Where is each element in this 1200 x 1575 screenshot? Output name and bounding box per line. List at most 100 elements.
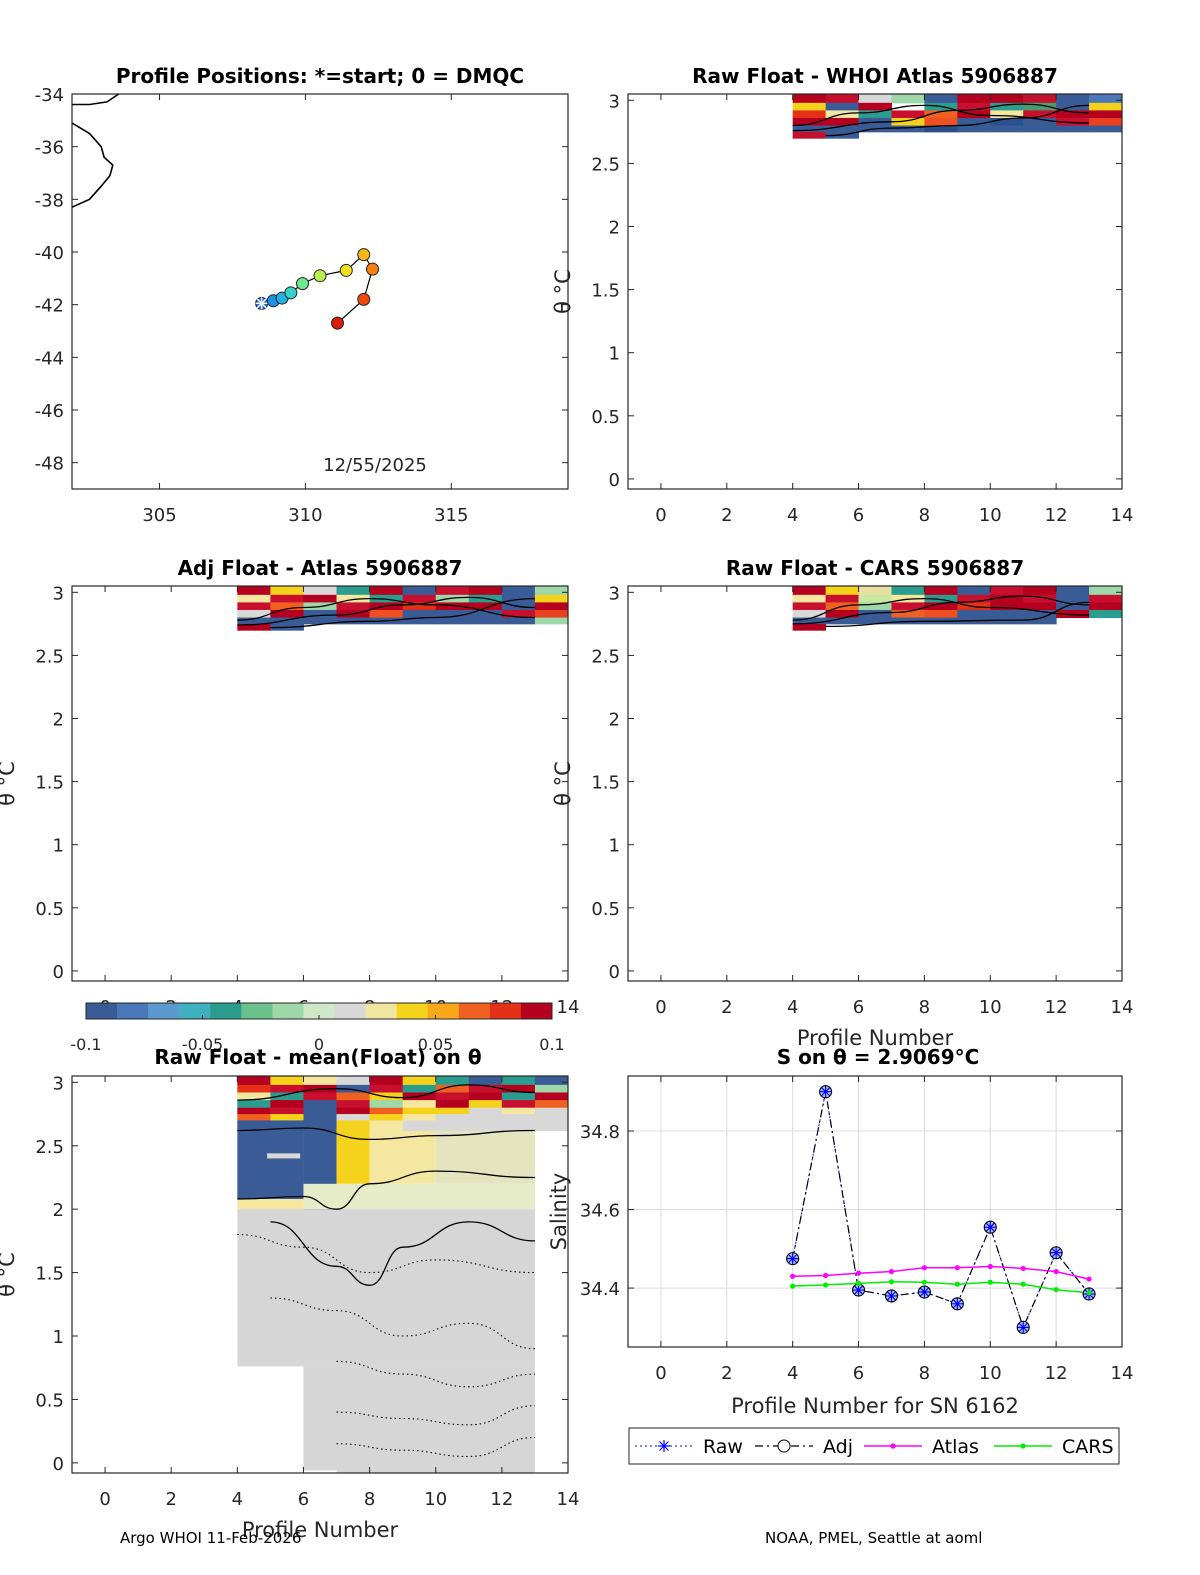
heatmap-cell [792,125,827,133]
y-tick-label: -46 [35,401,64,422]
heatmap-block [237,1199,304,1210]
x-tick-label: 12 [1045,505,1068,526]
contour-line-dotted [237,1233,535,1274]
heatmap-cell [501,1084,536,1093]
heatmap-cell [858,102,892,111]
heatmap-cell [534,602,569,611]
heatmap-block [303,1183,535,1210]
legend-marker-adj [777,1439,791,1453]
y-tick-label: 34.6 [580,1201,620,1222]
colorbar-swatch [272,1003,304,1019]
heatmap-cell [891,602,925,611]
heatmap-cell [237,1100,271,1109]
heatmap-cell [858,609,892,619]
adj-point-circle [819,1085,833,1099]
y-tick-label: 3 [53,1073,64,1094]
y-tick-label: 3 [609,583,620,604]
y-tick-label: -34 [35,85,64,106]
heatmap-cell [435,1120,470,1132]
heatmap-cell [534,609,569,619]
series-point-atlas [823,1272,829,1279]
heatmap-cell [468,1100,503,1109]
colorbar-swatch [210,1003,242,1019]
heatmap-cell [924,609,958,619]
raw-point-star [885,1289,898,1302]
heatmap-cell [435,1084,470,1093]
x-tick-label: 12 [1045,997,1068,1018]
heatmap-cell [924,125,958,133]
heatmap-cell [792,131,827,139]
heatmap-cell [957,94,991,104]
heatmap-cell [336,1092,371,1101]
heatmap-cell [1089,602,1123,611]
x-tick-label: 10 [424,1489,447,1510]
profile-position-point [357,292,371,306]
series-point-cars [855,1280,862,1286]
y-tick-label: -48 [35,454,64,475]
heatmap-cell [369,1100,404,1109]
heatmap-cell [792,594,827,603]
raw-point-star [1050,1246,1063,1259]
legend-label-cars: CARS [1062,1436,1114,1458]
heatmap-cell [1089,594,1123,603]
x-tick-label: 10 [979,1363,1002,1384]
heatmap-cell [435,1114,470,1121]
heatmap-cell [270,1120,304,1132]
heatmap-cell [336,1100,371,1109]
heatmap-cell [990,94,1024,104]
heatmap-cell [468,609,503,619]
heatmap-cell [270,602,304,611]
contour-line [825,601,1090,628]
contour-line [237,1127,535,1141]
heatmap-cell [792,94,827,104]
heatmap-cell [1056,594,1090,603]
heatmap-cell [270,594,304,603]
heatmap-cell [468,1120,503,1132]
heatmap-cell [534,1100,569,1109]
profile-position-point [339,263,353,277]
y-tick-label: 0.5 [591,899,620,920]
series-point-atlas [888,1268,895,1275]
heatmap-cell [435,1107,470,1115]
y-tick-label: 1.5 [35,1264,64,1285]
y-tick-label: 0.5 [591,407,620,428]
x-tick-label: 12 [1045,1363,1068,1384]
y-tick-label: 2.5 [591,154,620,175]
y-tick-label: 1 [609,344,620,365]
contour-line [270,1221,535,1286]
heatmap-cell [792,586,827,596]
raw-point-star [852,1284,865,1297]
heatmap-cell [792,110,827,119]
heatmap-cell [270,586,304,596]
series-point-atlas [1086,1276,1092,1282]
heatmap-cell [237,1114,271,1121]
adj-point-circle [1049,1246,1063,1260]
heatmap-cell [924,602,958,611]
heatmap-cell [336,1107,371,1115]
heatmap-cell [990,602,1024,611]
heatmap-cell [303,1092,338,1101]
x-tick-label: 6 [853,505,864,526]
profile-position-point [357,248,371,262]
x-axis-label: Profile Number [797,1026,954,1050]
heatmap-cell [237,1084,271,1093]
series-point-atlas [921,1265,928,1271]
heatmap-cell [435,1076,470,1086]
heatmap-cell [501,609,536,619]
heatmap-cell [237,602,271,611]
heatmap-cell [990,609,1024,619]
raw-point-star [819,1085,832,1098]
colorbar-tick-label: -0.1 [70,1035,101,1054]
contour-line [237,596,535,626]
heatmap-cell [534,617,569,625]
heatmap-cell [468,1076,503,1086]
heatmap-cell [336,1114,371,1121]
series-point-cars [790,1283,796,1289]
series-line-adj [792,1091,1090,1330]
x-tick-label: 4 [787,1363,798,1384]
adj-atlas-panel: Adj Float - Atlas 5906887 0246810121400.… [0,556,579,1018]
heatmap-block [267,1153,301,1159]
x-tick-label: 8 [919,505,930,526]
heatmap-cell [237,1120,271,1132]
